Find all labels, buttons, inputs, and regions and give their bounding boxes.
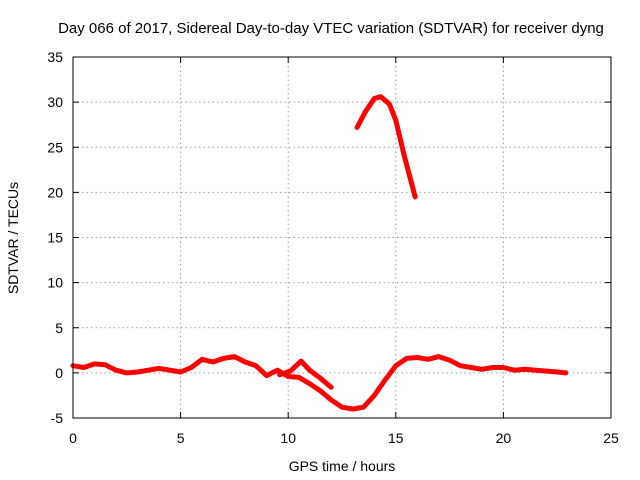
x-tick-label: 15	[388, 430, 404, 446]
y-axis-label: SDTVAR / TECUs	[5, 182, 21, 294]
y-tick-label: 15	[47, 230, 63, 246]
grid	[73, 57, 611, 418]
y-tick-label: 30	[47, 94, 63, 110]
x-axis-ticks: 0 5 10 15 20 25	[69, 57, 619, 446]
series-line-sdtvar-baseline	[70, 354, 569, 412]
y-tick-label: -5	[51, 410, 64, 426]
y-tick-label: 0	[55, 365, 63, 381]
x-axis-label: GPS time / hours	[289, 458, 396, 474]
y-tick-label: 25	[47, 139, 63, 155]
plot-frame	[72, 56, 612, 419]
series-line-sdtvar-branch	[277, 358, 334, 390]
y-tick-label: 10	[47, 275, 63, 291]
x-tick-label: 5	[177, 430, 185, 446]
data-series	[70, 94, 569, 412]
x-tick-label: 10	[280, 430, 296, 446]
x-tick-label: 20	[496, 430, 512, 446]
y-axis-ticks: -5 0 5 10 15 20 25 30 35	[47, 49, 611, 426]
y-tick-label: 35	[47, 49, 63, 65]
series-line-sdtvar-peak	[354, 94, 418, 200]
y-tick-label: 20	[47, 184, 63, 200]
chart-title: Day 066 of 2017, Sidereal Day-to-day VTE…	[58, 20, 604, 37]
x-tick-label: 0	[69, 430, 77, 446]
x-tick-label: 25	[603, 430, 619, 446]
y-tick-label: 5	[55, 320, 63, 336]
